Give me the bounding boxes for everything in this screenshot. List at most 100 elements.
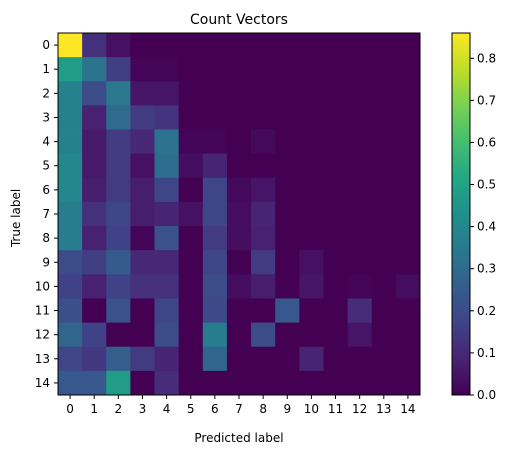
heatmap-cell [299,226,324,251]
heatmap-cell [130,153,155,179]
y-axis-label: True label [9,189,23,248]
heatmap-cell [323,298,348,323]
heatmap-cell [347,129,373,155]
heatmap-cell [323,226,348,251]
heatmap-cell [130,370,155,396]
heatmap-cell [154,57,180,82]
heatmap-cell [347,346,373,372]
heatmap-cell [82,81,107,106]
y-tick-label: 4 [42,135,50,149]
x-tick-label: 11 [328,402,343,416]
heatmap-cell [251,370,276,396]
heatmap-cell [202,105,228,130]
x-tick-label: 2 [115,402,123,416]
heatmap-cell [130,322,155,348]
colorbar-tick-label: 0.7 [477,93,496,107]
heatmap-cell [323,322,348,348]
heatmap-cell [106,57,131,82]
heatmap-cell [395,105,421,130]
heatmap-cell [371,250,397,275]
heatmap-cell [275,177,300,203]
heatmap-cell [371,322,397,348]
heatmap-cell [58,298,83,323]
heatmap-cell [275,81,300,106]
heatmap-cell [347,250,373,275]
heatmap-cell [251,322,276,348]
heatmap-cell [178,298,204,323]
heatmap-cell [251,298,276,323]
chart-title: Count Vectors [190,12,288,28]
heatmap-cell [82,322,107,348]
heatmap-cell [371,346,397,372]
heatmap-cell [299,274,324,299]
y-tick-label: 5 [42,159,50,173]
heatmap-cell [202,177,228,203]
heatmap-cell [251,201,276,227]
heatmap-cell [178,177,204,203]
y-tick-label: 2 [42,86,50,100]
heatmap-cell [395,370,421,396]
x-tick-label: 1 [90,402,98,416]
heatmap-cell [226,81,252,106]
heatmap-cell [130,81,155,106]
heatmap-cell [130,57,155,82]
heatmap-cell [130,250,155,275]
heatmap-cell [371,105,397,130]
heatmap-cell [178,57,204,82]
heatmap-cell [178,322,204,348]
x-tick-label: 0 [66,402,74,416]
heatmap-cell [82,105,107,130]
heatmap-cell [154,153,180,179]
heatmap-cell [299,153,324,179]
colorbar-tick-label: 0.4 [477,220,496,234]
x-tick-label: 5 [187,402,195,416]
x-tick-label: 9 [283,402,291,416]
heatmap-cell [251,57,276,82]
heatmap-cell [226,298,252,323]
heatmap-cell [347,298,373,323]
heatmap-cell [299,57,324,82]
heatmap-cell [299,105,324,130]
heatmap-cell [202,57,228,82]
y-tick-label: 6 [42,183,50,197]
heatmap-cell [178,33,204,58]
heatmap-cell [299,81,324,106]
y-tick-label: 12 [35,328,50,342]
heatmap-cell [130,177,155,203]
heatmap-cell [251,129,276,155]
heatmap-cell [275,105,300,130]
heatmap-cell [251,153,276,179]
heatmap-cell [58,226,83,251]
heatmap-cell [323,105,348,130]
x-tick-label: 6 [211,402,219,416]
heatmap-cell [275,129,300,155]
heatmap-cell [275,33,300,58]
heatmap-cell [347,370,373,396]
heatmap-cell [130,274,155,299]
heatmap-cell [323,57,348,82]
heatmap-cell [226,129,252,155]
heatmap-cell [323,274,348,299]
y-tick-label: 11 [35,304,50,318]
heatmap-cell [58,274,83,299]
heatmap-cell [347,105,373,130]
heatmap-cell [82,201,107,227]
heatmap-cell [275,57,300,82]
heatmap-cell [323,201,348,227]
heatmap-cell [226,250,252,275]
heatmap-cell [82,177,107,203]
heatmap-cell [202,250,228,275]
heatmap-cell [347,153,373,179]
heatmap-cell [275,298,300,323]
heatmap-cell [251,346,276,372]
heatmap-cell [371,370,397,396]
heatmap-cell [106,105,131,130]
heatmap-cell [395,298,421,323]
heatmap-cell [275,322,300,348]
heatmap-cell [347,33,373,58]
heatmap-cell [154,105,180,130]
heatmap-cell [106,346,131,372]
heatmap-cell [58,81,83,106]
heatmap-cell [371,177,397,203]
